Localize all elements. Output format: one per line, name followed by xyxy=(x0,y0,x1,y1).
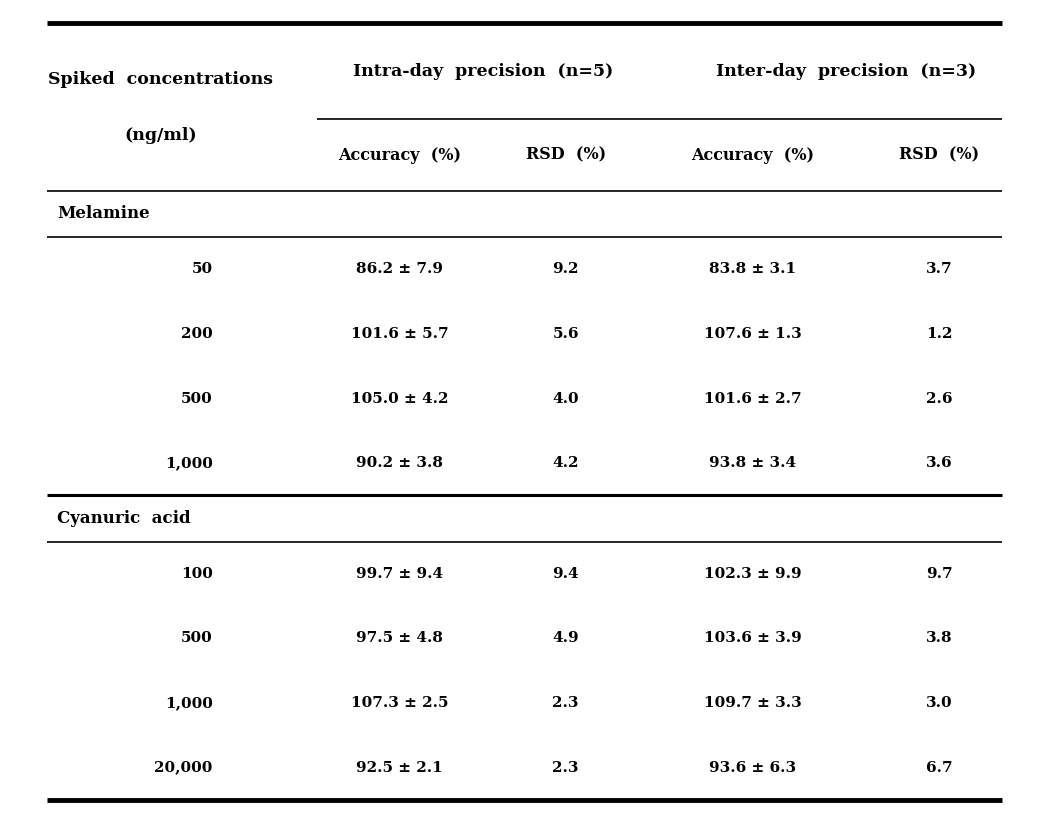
Text: 200: 200 xyxy=(181,327,213,341)
Text: 107.6 ± 1.3: 107.6 ± 1.3 xyxy=(704,327,801,341)
Text: 3.6: 3.6 xyxy=(926,456,953,470)
Text: 83.8 ± 3.1: 83.8 ± 3.1 xyxy=(709,263,796,277)
Text: 4.9: 4.9 xyxy=(552,631,579,645)
Text: 1.2: 1.2 xyxy=(926,327,953,341)
Text: 99.7 ± 9.4: 99.7 ± 9.4 xyxy=(356,567,443,581)
Text: 50: 50 xyxy=(192,263,213,277)
Text: 5.6: 5.6 xyxy=(552,327,579,341)
Text: 90.2 ± 3.8: 90.2 ± 3.8 xyxy=(356,456,443,470)
Text: Accuracy  (%): Accuracy (%) xyxy=(338,146,461,164)
Text: 2.3: 2.3 xyxy=(552,760,579,774)
Text: 4.0: 4.0 xyxy=(552,392,579,406)
Text: 4.2: 4.2 xyxy=(552,456,579,470)
Text: RSD  (%): RSD (%) xyxy=(525,146,606,164)
Text: Inter-day  precision  (n=3): Inter-day precision (n=3) xyxy=(716,63,976,80)
Text: 9.4: 9.4 xyxy=(552,567,579,581)
Text: 107.3 ± 2.5: 107.3 ± 2.5 xyxy=(351,696,448,710)
Text: 3.7: 3.7 xyxy=(926,263,953,277)
Text: Intra-day  precision  (n=5): Intra-day precision (n=5) xyxy=(353,63,612,80)
Text: 102.3 ± 9.9: 102.3 ± 9.9 xyxy=(704,567,801,581)
Text: 100: 100 xyxy=(181,567,213,581)
Text: Melamine: Melamine xyxy=(57,206,149,222)
Text: Spiked  concentrations: Spiked concentrations xyxy=(49,72,273,88)
Text: 93.8 ± 3.4: 93.8 ± 3.4 xyxy=(709,456,796,470)
Text: 9.2: 9.2 xyxy=(552,263,579,277)
Text: Accuracy  (%): Accuracy (%) xyxy=(691,146,814,164)
Text: 2.3: 2.3 xyxy=(552,696,579,710)
Text: RSD  (%): RSD (%) xyxy=(899,146,980,164)
Text: 2.6: 2.6 xyxy=(926,392,953,406)
Text: 103.6 ± 3.9: 103.6 ± 3.9 xyxy=(704,631,801,645)
Text: Cyanuric  acid: Cyanuric acid xyxy=(57,510,191,527)
Text: 105.0 ± 4.2: 105.0 ± 4.2 xyxy=(351,392,448,406)
Text: 86.2 ± 7.9: 86.2 ± 7.9 xyxy=(356,263,443,277)
Text: (ng/ml): (ng/ml) xyxy=(125,128,197,144)
Text: 3.8: 3.8 xyxy=(926,631,953,645)
Text: 101.6 ± 2.7: 101.6 ± 2.7 xyxy=(704,392,801,406)
Text: 3.0: 3.0 xyxy=(926,696,953,710)
Text: 500: 500 xyxy=(181,392,213,406)
Text: 1,000: 1,000 xyxy=(165,456,213,470)
Text: 6.7: 6.7 xyxy=(926,760,953,774)
Text: 109.7 ± 3.3: 109.7 ± 3.3 xyxy=(704,696,801,710)
Text: 500: 500 xyxy=(181,631,213,645)
Text: 92.5 ± 2.1: 92.5 ± 2.1 xyxy=(356,760,443,774)
Text: 20,000: 20,000 xyxy=(155,760,213,774)
Text: 93.6 ± 6.3: 93.6 ± 6.3 xyxy=(709,760,796,774)
Text: 1,000: 1,000 xyxy=(165,696,213,710)
Text: 97.5 ± 4.8: 97.5 ± 4.8 xyxy=(356,631,443,645)
Text: 9.7: 9.7 xyxy=(926,567,953,581)
Text: 101.6 ± 5.7: 101.6 ± 5.7 xyxy=(351,327,448,341)
